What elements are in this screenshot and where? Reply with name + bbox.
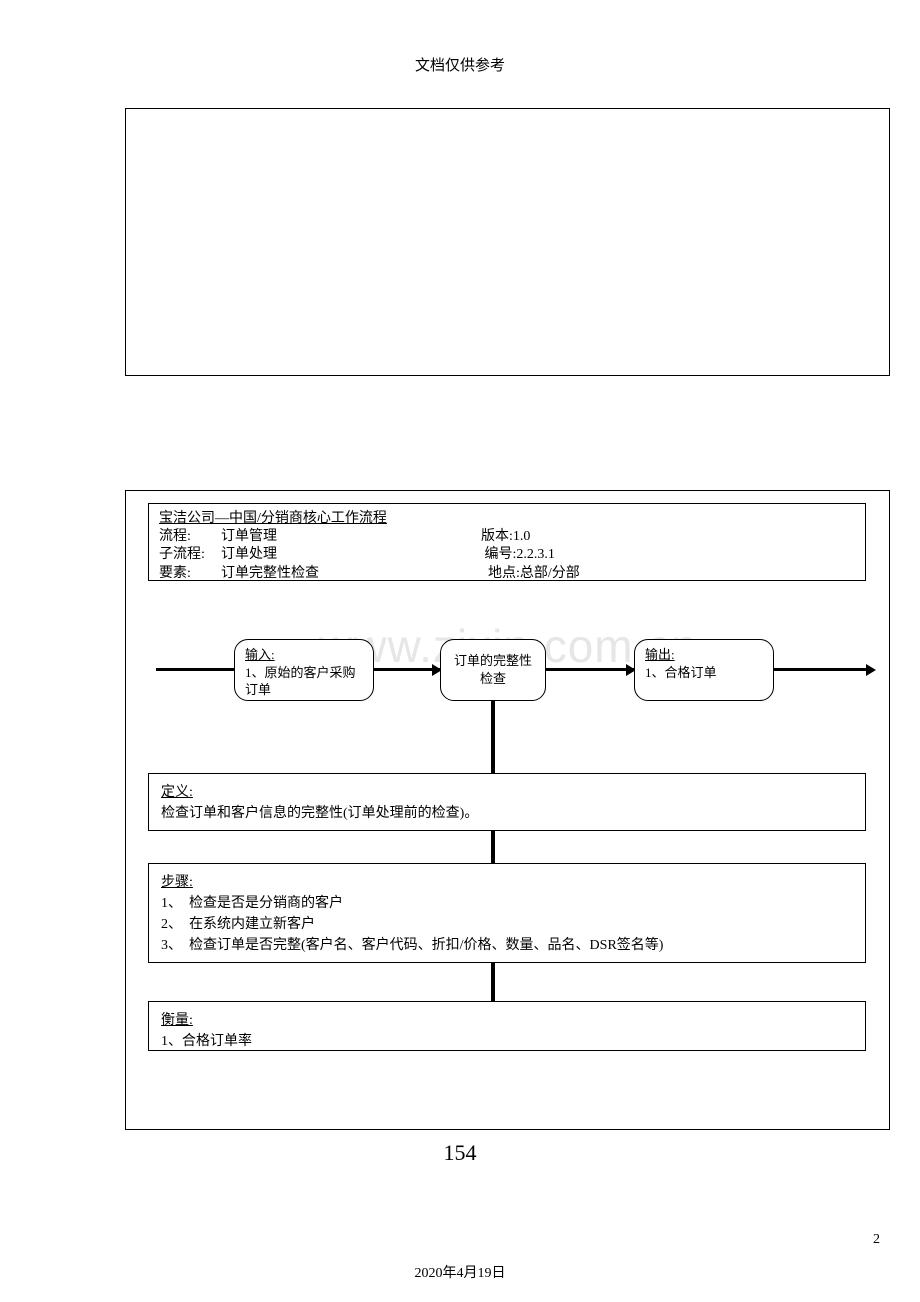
r-val: 1.0: [513, 529, 531, 544]
measure-box: 衡量: 1、合格订单率: [148, 1001, 866, 1051]
arrow-icon: [866, 664, 876, 676]
info-value: 订单完整性检查: [221, 565, 481, 583]
r-label: 版本:: [481, 529, 513, 544]
info-header-box: 宝洁公司—中国/分销商核心工作流程 流程: 订单管理 版本:1.0 子流程: 订…: [148, 503, 866, 581]
definition-text: 检查订单和客户信息的完整性(订单处理前的检查)。: [161, 803, 853, 824]
main-frame: www.zixin.com.cn 宝洁公司—中国/分销商核心工作流程 流程: 订…: [125, 490, 890, 1130]
footer-date: 2020年4月19日: [0, 1262, 920, 1282]
flow-vline: [491, 701, 495, 773]
page-number: 154: [0, 1140, 920, 1166]
r-val: 2.2.3.1: [516, 547, 555, 562]
flow-line: [774, 668, 870, 671]
step-item: 3、 检查订单是否完整(客户名、客户代码、折扣/价格、数量、品名、DSR签名等): [161, 935, 853, 956]
flow-line: [374, 668, 440, 671]
info-right: 编号:2.2.3.1: [481, 546, 555, 564]
step-item: 2、 在系统内建立新客户: [161, 914, 853, 935]
info-row-2: 子流程: 订单处理 编号:2.2.3.1: [159, 546, 855, 564]
step-item: 1、 检查是否是分销商的客户: [161, 893, 853, 914]
r-label: 地点:: [488, 566, 520, 581]
measure-title: 衡量:: [161, 1010, 853, 1031]
info-value: 订单处理: [221, 546, 481, 564]
flow-process-box: 订单的完整性检查: [440, 639, 546, 701]
info-value: 订单管理: [221, 528, 481, 546]
definition-title: 定义:: [161, 782, 853, 803]
steps-title: 步骤:: [161, 872, 853, 893]
measure-text: 1、合格订单率: [161, 1031, 853, 1052]
flow-output-box: 输出: 1、合格订单: [634, 639, 774, 701]
steps-box: 步骤: 1、 检查是否是分销商的客户 2、 在系统内建立新客户 3、 检查订单是…: [148, 863, 866, 963]
flow-line: [546, 668, 634, 671]
info-right: 版本:1.0: [481, 528, 530, 546]
flow-vline: [491, 831, 495, 863]
info-label: 流程:: [159, 528, 221, 546]
input-title: 输入:: [245, 646, 363, 664]
footer-page-small: 2: [873, 1232, 880, 1248]
info-row-1: 流程: 订单管理 版本:1.0: [159, 528, 855, 546]
output-title: 输出:: [645, 646, 763, 664]
info-label: 子流程:: [159, 546, 221, 564]
process-text: 订单的完整性检查: [451, 652, 535, 687]
flow-line: [156, 668, 234, 671]
input-text: 1、原始的客户采购订单: [245, 664, 363, 699]
info-title: 宝洁公司—中国/分销商核心工作流程: [159, 510, 855, 528]
flow-input-box: 输入: 1、原始的客户采购订单: [234, 639, 374, 701]
info-right: 地点:总部/分部: [481, 565, 580, 583]
info-row-3: 要素: 订单完整性检查 地点:总部/分部: [159, 565, 855, 583]
definition-box: 定义: 检查订单和客户信息的完整性(订单处理前的检查)。: [148, 773, 866, 831]
page-header: 文档仅供参考: [0, 54, 920, 75]
r-val: 总部/分部: [520, 566, 580, 581]
output-text: 1、合格订单: [645, 664, 763, 682]
info-label: 要素:: [159, 565, 221, 583]
empty-frame: [125, 108, 890, 376]
r-label: 编号:: [485, 547, 517, 562]
flow-vline: [491, 963, 495, 1001]
flow-diagram: 输入: 1、原始的客户采购订单 订单的完整性检查 输出: 1、合格订单: [126, 621, 891, 741]
